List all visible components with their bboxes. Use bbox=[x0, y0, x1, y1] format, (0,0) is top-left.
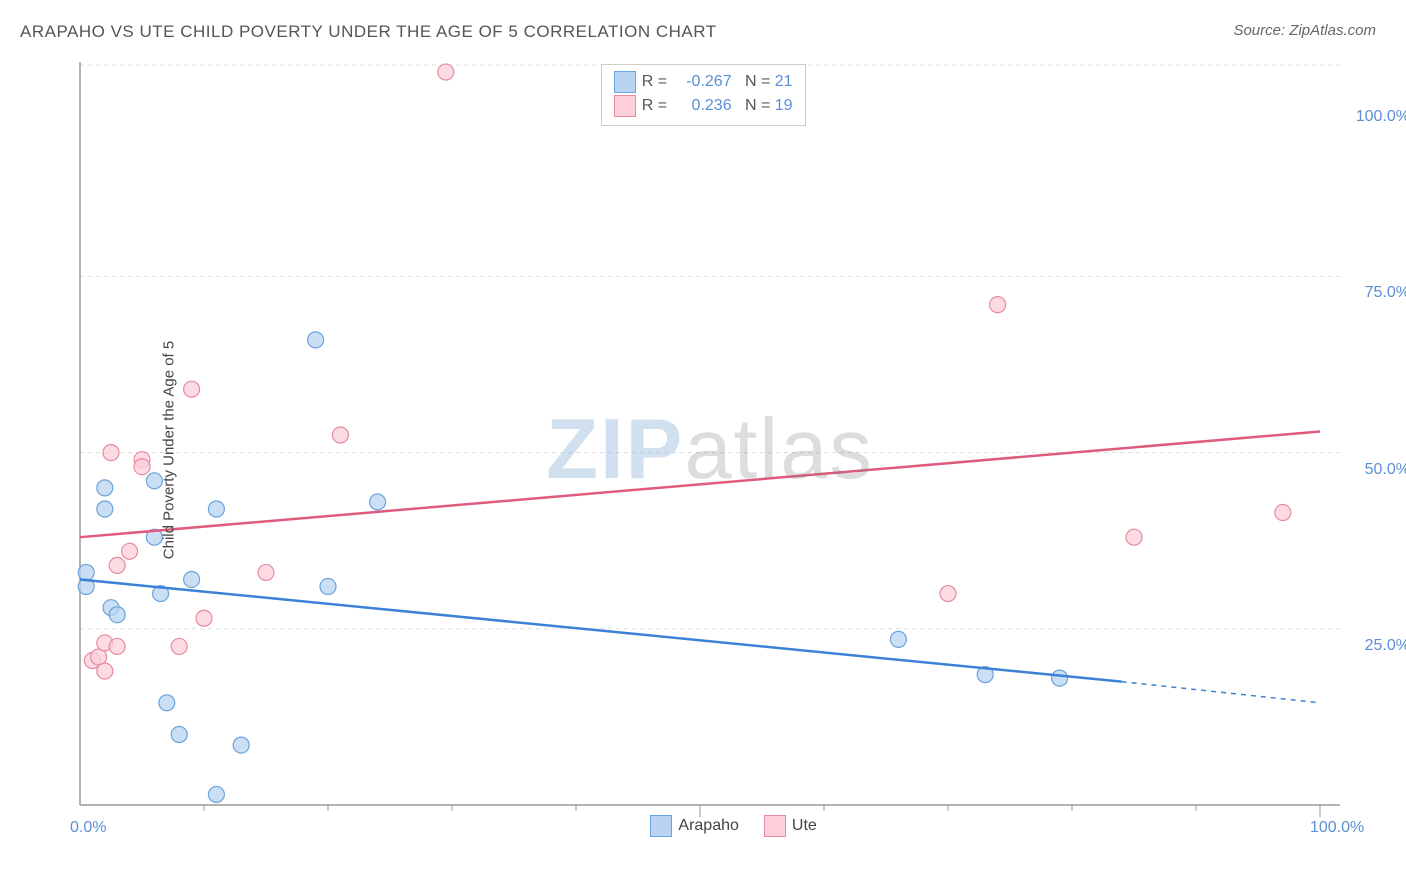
stats-text: R = -0.267 N = 21 bbox=[642, 73, 793, 91]
stats-text: R = 0.236 N = 19 bbox=[642, 97, 793, 115]
y-tick-label: 50.0% bbox=[1365, 461, 1406, 479]
legend-swatch bbox=[650, 815, 672, 837]
x-tick-label: 100.0% bbox=[1310, 819, 1364, 837]
legend-swatch bbox=[614, 95, 636, 117]
y-axis-label: Child Poverty Under the Age of 5 bbox=[161, 341, 178, 559]
source-attribution: Source: ZipAtlas.com bbox=[1233, 22, 1376, 39]
y-tick-label: 25.0% bbox=[1365, 637, 1406, 655]
stats-legend-row: R = 0.236 N = 19 bbox=[614, 95, 793, 117]
chart-area: Child Poverty Under the Age of 5 ZIPatla… bbox=[50, 60, 1370, 840]
series-legend-label: Ute bbox=[792, 817, 817, 835]
series-legend: Arapaho Ute bbox=[650, 815, 816, 837]
series-legend-label: Arapaho bbox=[678, 817, 739, 835]
correlation-stats-legend: R = -0.267 N = 21 R = 0.236 N = 19 bbox=[601, 64, 806, 126]
legend-swatch bbox=[764, 815, 786, 837]
y-tick-label: 75.0% bbox=[1365, 284, 1406, 302]
series-legend-item: Ute bbox=[764, 815, 817, 837]
legend-swatch bbox=[614, 71, 636, 93]
scatter-chart-svg bbox=[50, 60, 1390, 860]
y-tick-label: 100.0% bbox=[1356, 108, 1406, 126]
chart-title: ARAPAHO VS UTE CHILD POVERTY UNDER THE A… bbox=[20, 22, 717, 42]
x-tick-label: 0.0% bbox=[70, 819, 106, 837]
series-legend-item: Arapaho bbox=[650, 815, 739, 837]
stats-legend-row: R = -0.267 N = 21 bbox=[614, 71, 793, 93]
